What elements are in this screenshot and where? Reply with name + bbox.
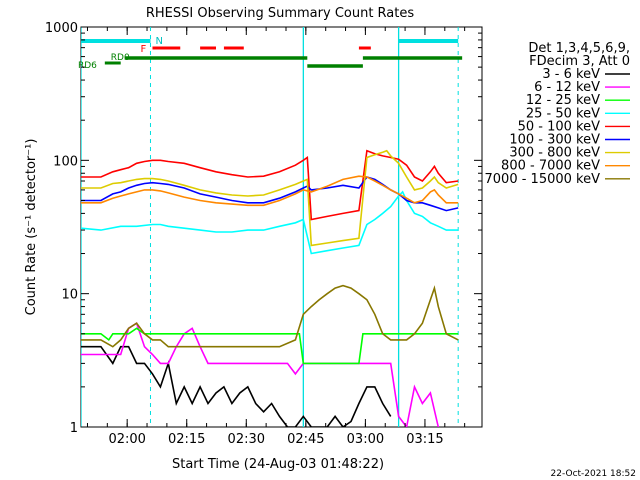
legend-entry-label-2: 12 - 25 keV bbox=[526, 93, 600, 108]
chart-title: RHESSI Observing Summary Count Rates bbox=[146, 6, 415, 21]
y-tick-label-1: 10 bbox=[61, 288, 78, 303]
legend-entry-label-8: 7000 - 15000 keV bbox=[485, 172, 601, 187]
series-line-6 bbox=[81, 149, 459, 247]
y-tick-label-3: 1000 bbox=[45, 21, 78, 36]
flag-label-rd6: RD6 bbox=[78, 61, 97, 71]
series-line-5 bbox=[81, 176, 459, 212]
legend-entry-label-5: 100 - 300 keV bbox=[509, 133, 600, 148]
observing-flags bbox=[81, 27, 463, 427]
series-line-8 bbox=[81, 284, 459, 348]
x-axis-label: Start Time (24-Aug-03 01:48:22) bbox=[172, 457, 384, 472]
x-tick-label-4: 03:00 bbox=[347, 432, 384, 447]
legend-entry-label-7: 800 - 7000 keV bbox=[501, 159, 600, 174]
flag-label-rd0: RD0 bbox=[111, 53, 130, 63]
series-line-3 bbox=[81, 190, 459, 255]
series-line-1 bbox=[81, 321, 440, 427]
y-tick-label-2: 100 bbox=[53, 154, 78, 169]
x-tick-label-0: 02:00 bbox=[108, 432, 145, 447]
x-tick-label-2: 02:30 bbox=[228, 432, 265, 447]
flag-label-n: N bbox=[155, 36, 162, 47]
series-line-0 bbox=[81, 345, 392, 427]
legend: Det 1,3,4,5,6,9,FDecim 3, Att 03 - 6 keV… bbox=[485, 41, 630, 187]
axes: NF RD0 RD6 1 10 100 1000 02:00 02:15 02:30 02:45 03… bbox=[45, 21, 482, 447]
legend-entry-label-1: 6 - 12 keV bbox=[534, 80, 600, 95]
x-tick-label-5: 03:15 bbox=[406, 432, 443, 447]
plot-frame bbox=[80, 26, 483, 428]
date-stamp: 22-Oct-2021 18:52 bbox=[551, 469, 636, 479]
legend-header-1: FDecim 3, Att 0 bbox=[529, 54, 630, 69]
legend-entry-label-4: 50 - 100 keV bbox=[518, 119, 601, 134]
flag-label-f: F bbox=[140, 44, 146, 55]
y-axis-label: Count Rate (s⁻¹ detector⁻¹) bbox=[24, 139, 39, 316]
legend-entry-label-3: 25 - 50 keV bbox=[526, 106, 600, 121]
series-line-2 bbox=[81, 327, 459, 365]
legend-entry-label-6: 300 - 800 keV bbox=[509, 146, 600, 161]
series-line-7 bbox=[81, 175, 459, 207]
y-tick-label-0: 1 bbox=[70, 421, 78, 436]
legend-entry-label-0: 3 - 6 keV bbox=[542, 67, 600, 82]
series-layer bbox=[81, 149, 459, 427]
x-tick-label-3: 02:45 bbox=[287, 432, 324, 447]
x-tick-label-1: 02:15 bbox=[168, 432, 205, 447]
legend-header-0: Det 1,3,4,5,6,9, bbox=[528, 41, 630, 56]
series-line-4 bbox=[81, 149, 459, 221]
plot-border bbox=[80, 26, 483, 428]
